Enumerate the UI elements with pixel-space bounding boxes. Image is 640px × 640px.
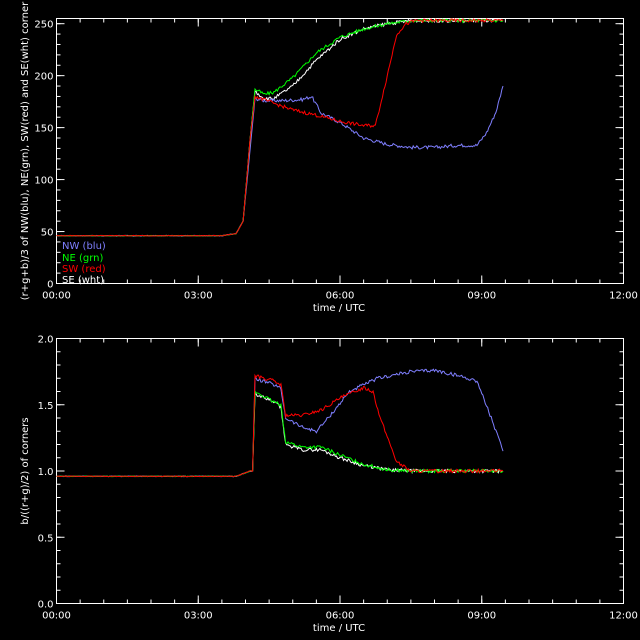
bottom-x-axis-label: time / UTC	[313, 623, 365, 634]
legend-entry-sw: SW (red)	[62, 264, 106, 275]
y-tick-label: 250	[34, 20, 53, 31]
bottom-y-axis-label: b/((r+g)/2) of corners	[20, 417, 31, 524]
x-tick-label: 03:00	[184, 611, 213, 622]
top-y-axis-label: (r+g+b)/3 of NW(blu), NE(grn), SW(red) a…	[20, 1, 31, 300]
x-tick-label: 09:00	[467, 291, 496, 302]
y-tick-label: 150	[34, 124, 53, 135]
y-tick-label: 0.5	[38, 533, 54, 544]
legend: NW (blu) NE (grn) SW (red) SE (wht)	[62, 241, 106, 286]
bottom-panel: 00:00 03:00 06:00 09:00 12:00 0.0 0.5 1.0 1.5 2.0…	[20, 335, 638, 635]
y-tick-label: 1.5	[38, 401, 54, 412]
legend-entry-se: SE (wht)	[62, 275, 104, 286]
y-tick-label: 200	[34, 72, 53, 83]
y-tick-label: 0.0	[38, 600, 54, 611]
x-tick-label: 06:00	[326, 611, 355, 622]
top-series-group	[56, 17, 504, 237]
top-panel: 00:00 03:00 06:00 09:00 12:00 0 50 100 150 200 250…	[20, 1, 638, 314]
bottom-axis-ticks: 00:00 03:00 06:00 09:00 12:00 0.0 0.5 1.0 1.5 2.0	[38, 335, 638, 622]
x-tick-label: 00:00	[42, 611, 71, 622]
x-tick-label: 09:00	[467, 611, 496, 622]
y-tick-label: 50	[41, 228, 54, 239]
y-tick-label: 1.0	[38, 467, 54, 478]
y-tick-label: 2.0	[38, 335, 54, 346]
x-tick-label: 03:00	[184, 291, 213, 302]
x-tick-label: 06:00	[326, 291, 355, 302]
top-x-axis-label: time / UTC	[313, 303, 365, 314]
x-tick-label: 00:00	[42, 291, 71, 302]
y-tick-label: 100	[34, 176, 53, 187]
x-tick-label: 12:00	[609, 291, 638, 302]
top-axis-ticks: 00:00 03:00 06:00 09:00 12:00 0 50 100 150 200 250	[34, 18, 638, 302]
x-tick-label: 12:00	[609, 611, 638, 622]
y-tick-label: 0	[47, 280, 53, 291]
legend-entry-nw: NW (blu)	[62, 241, 106, 252]
legend-entry-ne: NE (grn)	[62, 253, 104, 264]
series-line-sw	[56, 373, 504, 478]
series-line-sw	[56, 18, 504, 237]
bottom-series-group	[56, 368, 504, 478]
